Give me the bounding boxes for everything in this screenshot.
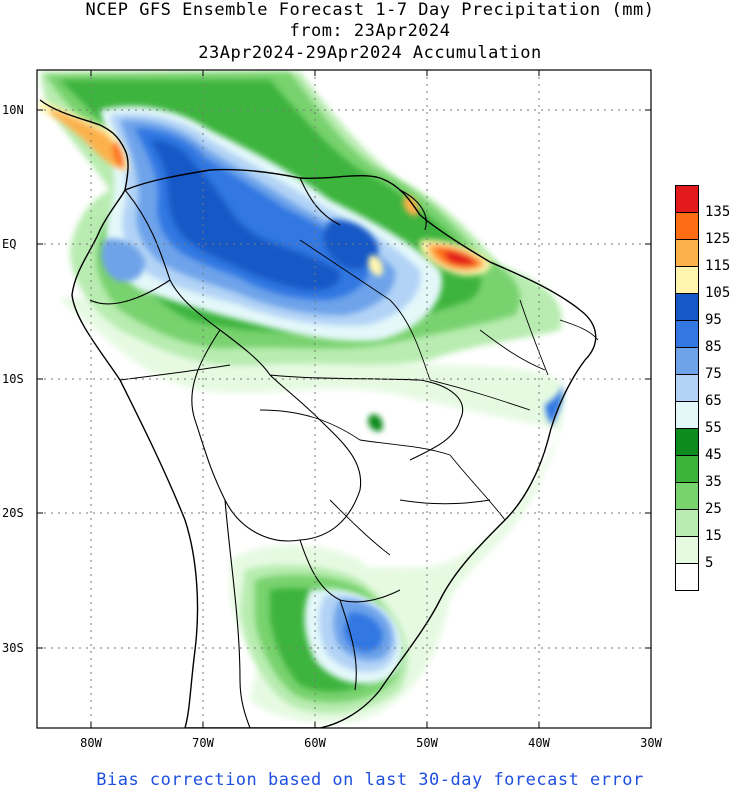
precip-95-field [150,140,379,291]
lat-label-30s: 30S [2,641,24,655]
coastline-and-borders [39,99,599,728]
lon-label-80w: 80W [80,736,102,750]
bias-correction-note: Bias correction based on last 30-day for… [96,770,644,790]
legend-label: 85 [705,339,722,355]
color-legend [675,185,699,591]
legend-label: 45 [705,447,722,463]
legend-label: 95 [705,312,722,328]
south-america-coastline [39,99,199,728]
lat-label-10s: 10S [2,372,24,386]
precip-field [40,72,565,724]
legend-swatch [675,347,699,374]
title-line-2: from: 23Apr2024 [289,21,451,41]
title-line-1: NCEP GFS Ensemble Forecast 1-7 Day Preci… [85,0,655,20]
lat-label-10n: 10N [2,103,24,117]
lat-label-20s: 20S [2,506,24,520]
legend-swatch [675,563,699,591]
legend-swatch [675,185,699,212]
legend-label: 25 [705,501,722,517]
legend-swatch [675,536,699,563]
map-frame [36,69,652,729]
legend-label: 75 [705,366,722,382]
legend-label: 65 [705,393,722,409]
axis-ticks [37,70,651,728]
lat-lon-grid [37,70,651,728]
legend-label: 55 [705,420,722,436]
legend-swatch [675,239,699,266]
precip-heavy-pockets [40,100,563,432]
lon-label-70w: 70W [192,736,214,750]
lon-label-50w: 50W [416,736,438,750]
legend-swatch [675,320,699,347]
legend-swatch [675,293,699,320]
country-borders [89,177,463,728]
legend-swatch [675,428,699,455]
lon-label-30w: 30W [640,736,662,750]
lon-label-40w: 40W [528,736,550,750]
legend-label: 115 [705,258,731,274]
legend-label: 125 [705,231,731,247]
legend-swatch [675,374,699,401]
legend-label: 105 [705,285,731,301]
legend-swatch [675,455,699,482]
legend-swatch [675,509,699,536]
legend-swatch [675,212,699,239]
legend-label: 35 [705,474,722,490]
lon-label-60w: 60W [304,736,326,750]
legend-swatch [675,401,699,428]
brazil-state-borders [259,239,599,556]
legend-label: 5 [705,555,714,571]
legend-swatch [675,482,699,509]
title-line-3: 23Apr2024-29Apr2024 Accumulation [198,43,542,63]
lat-label-eq: EQ [2,237,17,251]
legend-label: 15 [705,528,722,544]
legend-label: 135 [705,204,731,220]
legend-swatch [675,266,699,293]
